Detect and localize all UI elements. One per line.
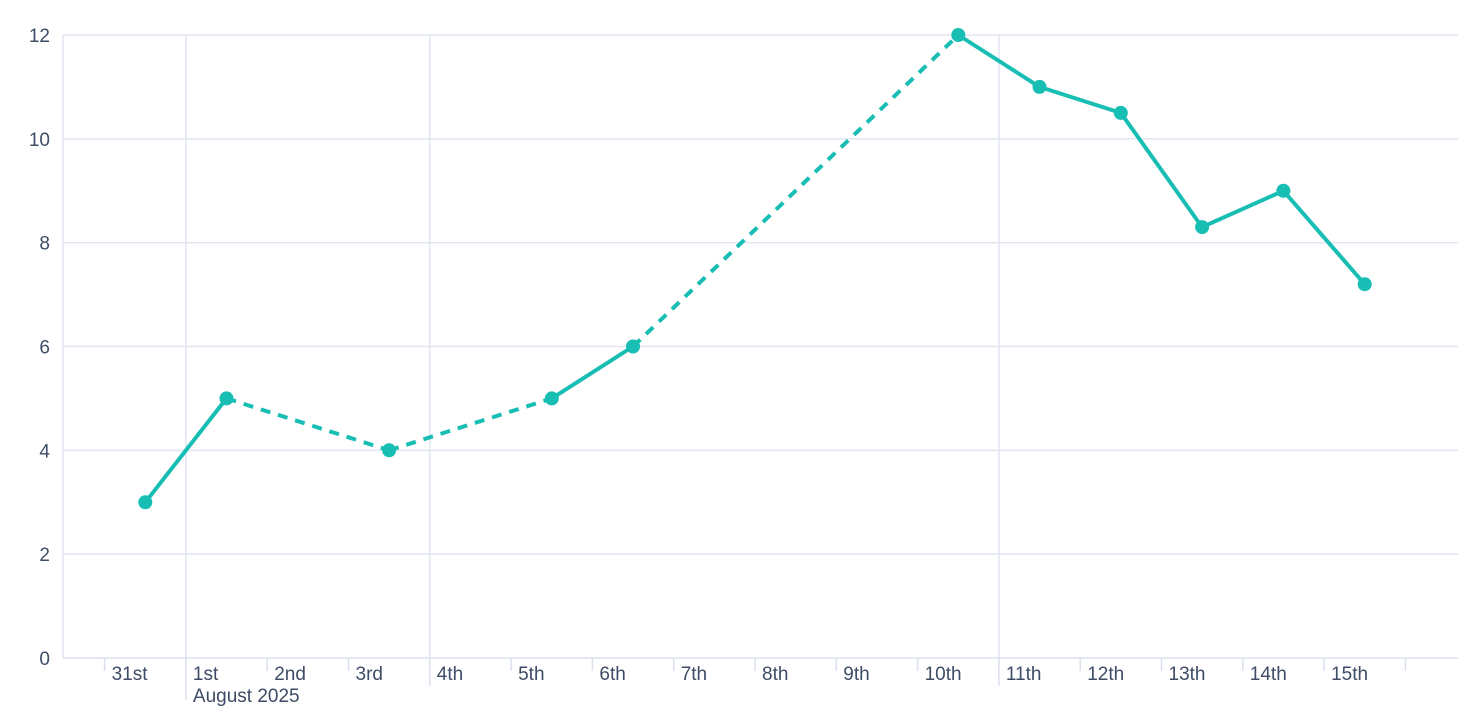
x-axis-label: 15th: [1331, 664, 1368, 685]
x-axis-label: 4th: [437, 664, 463, 685]
data-point[interactable]: [1276, 183, 1291, 198]
data-point[interactable]: [1113, 105, 1128, 120]
x-axis-label: 9th: [843, 664, 869, 685]
x-axis-label: 10th: [925, 664, 962, 685]
x-axis-label: 1st: [193, 664, 219, 685]
x-axis-label: 31st: [112, 664, 149, 685]
data-point[interactable]: [138, 495, 153, 510]
y-axis-label: 6: [39, 338, 50, 359]
series-segment-solid: [549, 344, 635, 401]
y-axis-label: 0: [39, 649, 50, 670]
y-axis-label: 10: [29, 130, 50, 151]
x-axis-label: 5th: [518, 664, 544, 685]
series-segment-dashed: [225, 396, 390, 453]
x-axis-label: 11th: [1006, 664, 1042, 685]
data-point[interactable]: [626, 339, 640, 354]
data-point[interactable]: [1195, 220, 1210, 235]
y-axis-label: 4: [39, 441, 50, 462]
data-point[interactable]: [1357, 277, 1372, 292]
data-point[interactable]: [544, 391, 559, 406]
x-axis-label: 3rd: [356, 664, 383, 685]
x-axis-label: 7th: [681, 664, 707, 685]
series-segment-dashed: [631, 33, 960, 348]
y-axis-label: 12: [29, 26, 50, 47]
x-axis-label: 2nd: [274, 664, 306, 685]
month-label: August 2025: [193, 686, 300, 707]
x-axis-label: 6th: [599, 664, 625, 685]
data-point[interactable]: [219, 391, 234, 406]
x-axis-label: 8th: [762, 664, 788, 685]
series-segment-solid: [143, 396, 229, 505]
x-axis-label: 13th: [1169, 664, 1206, 685]
series-segment-dashed: [388, 396, 553, 453]
data-point[interactable]: [382, 443, 397, 458]
y-axis-label: 8: [39, 234, 50, 255]
x-axis-label: 14th: [1250, 664, 1287, 685]
series-segment-solid: [956, 33, 1367, 287]
data-point[interactable]: [1032, 79, 1047, 94]
data-point[interactable]: [951, 28, 966, 42]
x-axis-label: 12th: [1087, 664, 1124, 685]
y-axis-label: 2: [39, 545, 50, 566]
